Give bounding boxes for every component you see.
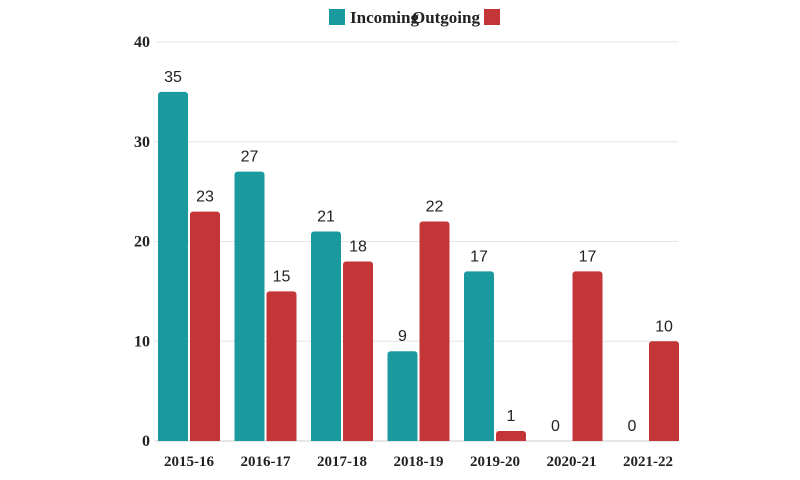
bar-base-outgoing-2019-20	[496, 437, 526, 441]
legend-label-incoming: Incoming	[350, 8, 419, 27]
x-tick-label: 2021-22	[623, 454, 673, 470]
bar-outgoing-2015-16	[190, 211, 220, 441]
bar-base-outgoing-2021-22	[649, 437, 679, 441]
y-tick-label: 0	[142, 433, 150, 450]
data-label-outgoing-2018-19: 22	[426, 199, 444, 216]
y-tick-label: 30	[134, 134, 150, 151]
bar-base-outgoing-2018-19	[419, 437, 450, 441]
bar-base-incoming-2016-17	[234, 437, 265, 441]
data-label-outgoing-2020-21: 17	[579, 248, 597, 265]
bar-base-incoming-2019-20	[464, 437, 494, 441]
legend-label-outgoing: Outgoing	[412, 8, 481, 27]
bar-outgoing-2018-19	[419, 221, 450, 441]
bar-base-outgoing-2020-21	[572, 437, 603, 441]
data-label-outgoing-2015-16: 23	[196, 189, 214, 206]
x-tick-label: 2019-20	[470, 454, 520, 470]
data-label-outgoing-2021-22: 10	[655, 318, 673, 335]
bar-incoming-2018-19	[387, 351, 418, 441]
bar-base-outgoing-2016-17	[266, 437, 297, 441]
bar-base-outgoing-2015-16	[190, 437, 220, 441]
x-tick-label: 2018-19	[394, 454, 444, 470]
bars-layer	[158, 91, 679, 442]
data-label-outgoing-2017-18: 18	[349, 238, 367, 255]
data-label-incoming-2019-20: 17	[470, 248, 488, 265]
x-tick-label: 2017-18	[317, 454, 367, 470]
data-label-incoming-2016-17: 27	[241, 149, 259, 166]
bar-outgoing-2016-17	[266, 291, 297, 441]
bar-base-incoming-2015-16	[158, 437, 188, 441]
data-label-incoming-2020-21: 0	[551, 418, 560, 435]
bar-incoming-2015-16	[158, 91, 188, 441]
data-label-outgoing-2019-20: 1	[507, 408, 516, 425]
legend-swatch-outgoing	[484, 9, 500, 25]
x-tick-label: 2015-16	[164, 454, 214, 470]
x-tick-label: 2016-17	[241, 454, 291, 470]
bar-outgoing-2017-18	[343, 261, 373, 441]
y-tick-label: 20	[134, 234, 150, 251]
y-tick-label: 40	[134, 34, 150, 51]
y-tick-label: 10	[134, 333, 150, 350]
y-axis-ticks: 0 10 20 30 40	[134, 34, 150, 450]
bar-incoming-2019-20	[464, 271, 494, 441]
data-label-incoming-2021-22: 0	[628, 418, 637, 435]
data-label-outgoing-2016-17: 15	[273, 268, 291, 285]
bar-outgoing-2021-22	[649, 341, 679, 441]
data-label-incoming-2015-16: 35	[164, 69, 182, 86]
x-axis-ticks: 2015-16 2016-17 2017-18 2018-19 2019-20 2020-…	[164, 454, 673, 470]
x-tick-label: 2020-21	[547, 454, 597, 470]
bar-base-incoming-2018-19	[387, 437, 418, 441]
bar-incoming-2017-18	[311, 231, 341, 441]
legend: Incoming Outgoing	[329, 8, 500, 27]
bar-base-outgoing-2017-18	[343, 437, 373, 441]
legend-swatch-incoming	[329, 9, 345, 25]
data-label-incoming-2018-19: 9	[398, 328, 407, 345]
bar-base-incoming-2017-18	[311, 437, 341, 441]
data-label-incoming-2017-18: 21	[317, 209, 335, 226]
bar-outgoing-2020-21	[572, 271, 603, 441]
bar-incoming-2016-17	[234, 171, 265, 442]
